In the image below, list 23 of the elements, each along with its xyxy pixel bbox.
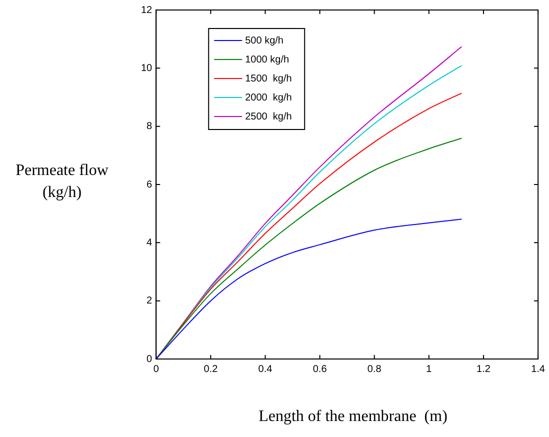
x-tick-label: 1.4: [531, 364, 546, 375]
legend-label: 2500 kg/h: [245, 111, 292, 122]
y-tick-label: 4: [146, 237, 153, 248]
x-tick-label: 1: [426, 364, 432, 375]
y-tick-label: 10: [141, 62, 153, 74]
x-tick-label: 0.6: [312, 364, 328, 375]
y-axis-title: Permeate flow (kg/h): [14, 161, 110, 203]
legend-label: 2000 kg/h: [245, 92, 292, 104]
x-tick-label: 1.2: [476, 364, 491, 375]
line-series: [156, 218, 462, 359]
legend-label: 500 kg/h: [245, 35, 284, 46]
y-tick-label: 0: [146, 354, 153, 365]
y-tick-label: 12: [141, 4, 153, 16]
x-tick-label: 0.8: [367, 364, 382, 375]
legend-label: 1000 kg/h: [245, 54, 290, 66]
y-tick-label: 6: [146, 179, 153, 190]
line-series: [156, 138, 462, 359]
y-tick-label: 8: [146, 121, 153, 132]
legend-label: 1500 kg/h: [245, 73, 292, 84]
y-tick-label: 2: [146, 296, 153, 307]
x-tick-label: 0.4: [258, 364, 273, 375]
x-tick-label: 0.2: [204, 364, 218, 375]
x-axis-title: Length of the membrane (m): [258, 408, 448, 426]
